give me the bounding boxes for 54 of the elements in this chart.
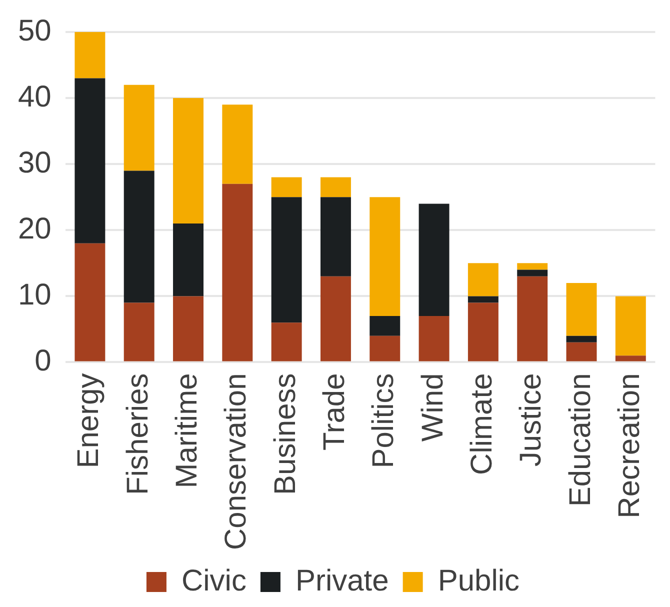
bar xyxy=(271,322,302,362)
bar xyxy=(615,356,646,362)
x-tick-label: Fisheries xyxy=(121,373,154,495)
y-tick-label: 40 xyxy=(18,80,52,114)
y-tick-label: 50 xyxy=(18,14,52,48)
bar xyxy=(173,98,204,224)
legend-label: Private xyxy=(295,564,389,598)
y-tick-label: 0 xyxy=(34,344,52,378)
bar xyxy=(320,197,351,276)
x-tick-label: Climate xyxy=(465,373,498,475)
bar xyxy=(517,270,548,276)
bar xyxy=(468,263,498,296)
bar xyxy=(74,32,106,78)
bar xyxy=(271,197,302,323)
bar xyxy=(370,197,400,316)
x-tick-label: Politics xyxy=(367,373,400,468)
bar xyxy=(370,336,400,362)
x-tick-label: Wind xyxy=(416,373,450,442)
x-tick-label: Conservation xyxy=(220,373,253,550)
bar xyxy=(124,302,154,362)
bar xyxy=(74,243,106,362)
bar xyxy=(320,177,351,198)
bar xyxy=(566,342,597,362)
x-tick-label: Education xyxy=(564,373,597,507)
bar xyxy=(468,302,498,362)
bar xyxy=(222,184,253,362)
x-tick-label: Trade xyxy=(318,373,351,451)
bar xyxy=(222,104,253,184)
bar xyxy=(320,276,351,362)
legend-label: Public xyxy=(438,564,520,598)
bar xyxy=(173,224,204,296)
y-tick-label: 30 xyxy=(18,146,52,180)
bar xyxy=(566,282,597,336)
bar xyxy=(370,316,400,336)
bar xyxy=(124,170,154,303)
bar xyxy=(418,204,450,316)
legend-label: Civic xyxy=(181,564,246,598)
bar xyxy=(173,296,204,362)
bar xyxy=(271,177,302,198)
bar xyxy=(615,296,646,356)
x-tick-label: Business xyxy=(268,373,302,495)
bar xyxy=(418,316,450,362)
bar xyxy=(468,296,498,303)
x-tick-label: Energy xyxy=(72,373,106,468)
x-tick-label: Recreation xyxy=(612,373,646,518)
x-tick-label: Justice xyxy=(514,373,548,467)
bar xyxy=(74,78,106,244)
bar xyxy=(517,276,548,362)
y-tick-label: 10 xyxy=(18,278,52,312)
y-tick-label: 20 xyxy=(18,212,52,246)
bar xyxy=(517,263,548,270)
bar xyxy=(566,336,597,342)
bar xyxy=(124,84,154,171)
x-tick-label: Maritime xyxy=(170,373,204,488)
